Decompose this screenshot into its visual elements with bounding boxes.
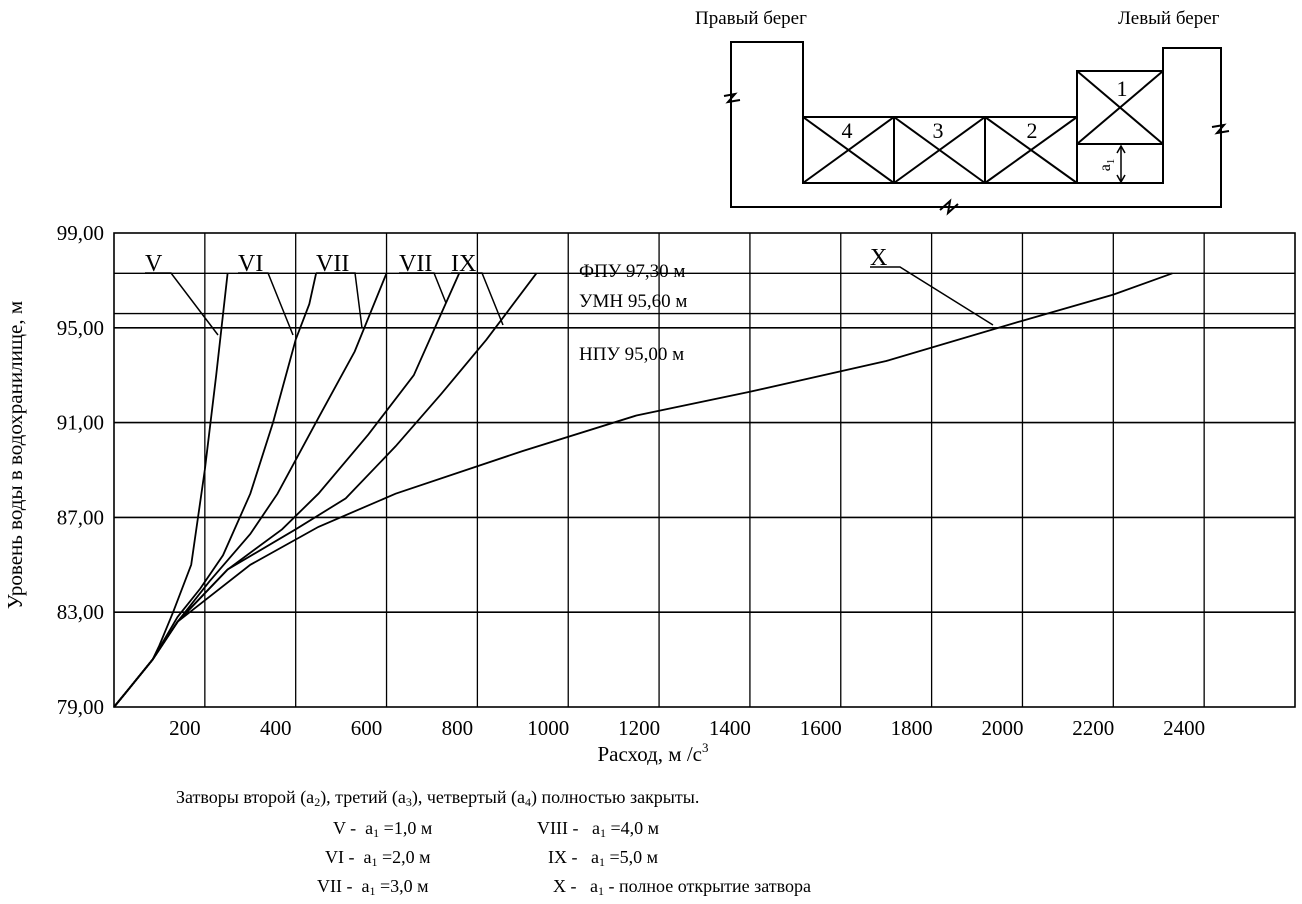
break-mark-bottom: [939, 198, 959, 216]
x-tick-label: 1400: [709, 716, 751, 740]
series-line-ix-4: [113, 272, 538, 708]
series-lines: [113, 272, 1173, 708]
series-label-x: X: [870, 245, 887, 271]
gate-1-cross: [1076, 70, 1164, 145]
gate-4-cross: [802, 116, 895, 184]
x-tick-labels: 200 400 600 800 1000 1200 1400 1600 1800 2000 2200…: [169, 716, 1205, 740]
x-tick-label: 1000: [527, 716, 569, 740]
vertical-gridlines: [204, 233, 1205, 707]
x-tick-label: 2000: [981, 716, 1023, 740]
series-line-vii-2: [113, 272, 388, 708]
series-callouts: V VI VII VII IX X: [145, 245, 994, 336]
chart: V VI VII VII IX X 200 400 600 800 1000 1200 1400 160…: [57, 221, 1296, 740]
break-mark-right: [1211, 123, 1230, 135]
legend-item: VI - a1 =2,0 м: [325, 847, 431, 869]
svg-text:a1: a1: [1097, 159, 1117, 172]
y-tick-label: 87,00: [57, 505, 104, 529]
break-mark-left: [723, 92, 741, 104]
x-tick-label: 1200: [618, 716, 660, 740]
opening-arrow-up: [1116, 144, 1126, 154]
opening-arrow-down: [1116, 174, 1126, 184]
left-bank-label: Левый берег: [1118, 8, 1220, 29]
closed-gates-note: Затворы второй (a2), третий (a3), четвер…: [176, 787, 700, 809]
gate-1-box: [1076, 70, 1164, 145]
x-tick-label: 1800: [891, 716, 933, 740]
series-leader-line: [238, 272, 294, 336]
gate-3-label: 3: [933, 118, 944, 143]
series-leader-line: [145, 272, 219, 336]
dam-outline: [730, 41, 1222, 208]
plot-frame: [113, 232, 1296, 708]
y-tick-label: 91,00: [57, 411, 104, 435]
series-leader-line: [870, 266, 994, 326]
gate-diagram: [723, 41, 1230, 216]
gate-3-cross: [893, 116, 986, 184]
x-tick-label: 800: [442, 716, 474, 740]
gate-2-label: 2: [1027, 118, 1038, 143]
series-line-v-0: [113, 273, 229, 708]
gate-2-box: [984, 116, 1078, 184]
series-label-v: V: [145, 251, 163, 277]
right-bank-label: Правый берег: [695, 8, 807, 29]
level-label: НПУ 95,00 м: [579, 344, 684, 365]
opening-label: a1: [1097, 159, 1117, 172]
legend-item: VIII - a1 =4,0 м: [537, 818, 660, 840]
level-label: УМН 95,60 м: [579, 291, 687, 312]
y-tick-label: 79,00: [57, 695, 104, 719]
y-tick-labels: 79,00 83,00 87,00 91,00 95,00 99,00: [57, 221, 104, 719]
legend-item: V - a1 =1,0 м: [333, 818, 433, 840]
level-lines: [114, 272, 1295, 329]
x-tick-label: 2200: [1072, 716, 1114, 740]
y-tick-label: 83,00: [57, 600, 104, 624]
x-tick-label: 600: [351, 716, 383, 740]
legend-item: VII - a1 =3,0 м: [317, 876, 429, 898]
x-tick-label: 1600: [800, 716, 842, 740]
legend-item: IX - a1 =5,0 м: [548, 847, 659, 869]
legend-item: X - a1 - полное открытие затвора: [553, 876, 812, 898]
y-tick-label: 95,00: [57, 316, 104, 340]
series-line-x-5: [113, 272, 1173, 708]
y-tick-label: 99,00: [57, 221, 104, 245]
level-label: ФПУ 97,30 м: [579, 261, 685, 282]
level-labels: ФПУ 97,30 м УМН 95,60 м НПУ 95,00 м: [579, 261, 687, 365]
x-tick-label: 400: [260, 716, 292, 740]
series-leader-line: [316, 272, 363, 329]
x-tick-label: 2400: [1163, 716, 1205, 740]
series-line-vi-1: [113, 273, 317, 708]
gate-1-label: 1: [1117, 76, 1128, 101]
x-axis-label: Расход, м /с3: [597, 740, 708, 766]
series-leader-line: [451, 272, 504, 326]
gate-2-cross: [984, 116, 1078, 184]
gate-4-label: 4: [842, 118, 853, 143]
series-leader-line: [399, 272, 447, 304]
x-tick-label: 200: [169, 716, 201, 740]
y-axis-label: Уровень воды в водохранилище, м: [3, 301, 27, 609]
